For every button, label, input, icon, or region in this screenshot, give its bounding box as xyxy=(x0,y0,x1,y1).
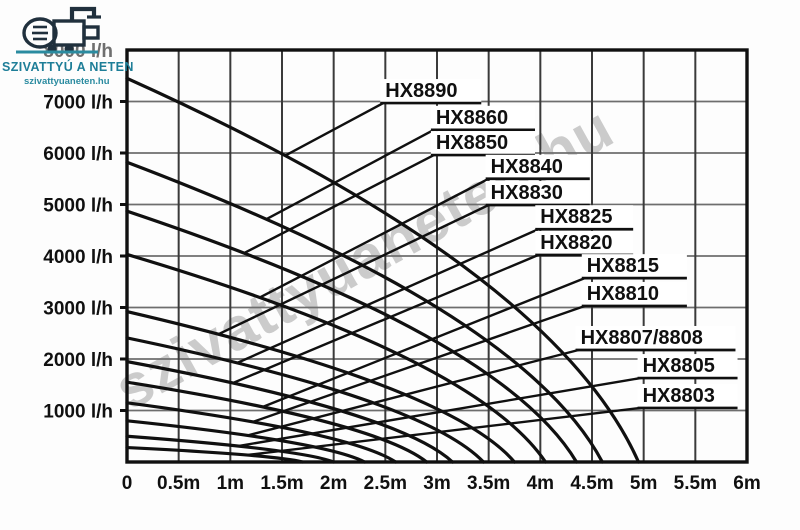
leader-HX8825 xyxy=(236,228,539,364)
label-bg-HX8805 xyxy=(637,354,738,378)
x-tick-label: 0 xyxy=(122,473,133,494)
x-tick-label: 5m xyxy=(630,473,657,494)
curve-HX8890 xyxy=(125,76,641,464)
x-tick-label: 3.5m xyxy=(467,473,510,494)
leader-HX8830 xyxy=(217,203,490,336)
x-tick-label: 2.5m xyxy=(364,473,407,494)
leader-HX8860 xyxy=(265,128,435,221)
x-tick-label: 2m xyxy=(320,473,347,494)
label-bg-HX8820 xyxy=(535,230,634,254)
curve-HX8820 xyxy=(125,359,455,464)
leader-HX8815 xyxy=(262,277,586,409)
pump-icon xyxy=(4,6,101,54)
curve-label-HX8890: HX8890 xyxy=(385,80,457,102)
x-tick-label: 4.5m xyxy=(570,473,613,494)
curve-label-HX8815: HX8815 xyxy=(587,255,659,277)
y-tick-label: 3000 l/h xyxy=(43,299,113,320)
x-tick-label: 6m xyxy=(733,473,760,494)
curve-HX88078808 xyxy=(125,419,367,464)
curve-label-HX88078808: HX8807/8808 xyxy=(581,327,703,349)
y-tick-label: 6000 l/h xyxy=(43,144,113,165)
x-tick-label: 1m xyxy=(217,473,244,494)
label-bg-HX8803 xyxy=(637,383,738,407)
curve-label-HX8820: HX8820 xyxy=(540,232,612,254)
curve-label-HX8830: HX8830 xyxy=(491,182,563,204)
label-bg-HX8810 xyxy=(581,281,687,305)
brand-name: SZIVATTYÚ A NETEN xyxy=(2,60,134,74)
curve-HX8840 xyxy=(125,252,548,464)
curve-label-HX8803: HX8803 xyxy=(643,385,715,407)
x-tick-label: 1.5m xyxy=(260,473,303,494)
x-tick-label: 3m xyxy=(423,473,450,494)
curve-HX8815 xyxy=(125,380,429,464)
label-bg-HX88078808 xyxy=(575,325,736,349)
label-bg-HX8890 xyxy=(380,79,482,103)
leader-HX8803 xyxy=(246,406,641,457)
leader-HX8810 xyxy=(252,304,586,423)
x-tick-label: 5.5m xyxy=(674,473,717,494)
curve-label-HX8840: HX8840 xyxy=(491,156,563,178)
label-bg-HX8815 xyxy=(581,254,687,278)
leader-HX8805 xyxy=(237,376,641,448)
curve-label-HX8850: HX8850 xyxy=(436,132,508,154)
curve-label-HX8860: HX8860 xyxy=(436,107,508,129)
curve-label-HX8825: HX8825 xyxy=(540,206,612,228)
y-tick-label: 2000 l/h xyxy=(43,350,113,371)
curve-HX8830 xyxy=(125,310,517,464)
leader-HX8890 xyxy=(284,101,384,157)
y-tick-label: 5000 l/h xyxy=(43,196,113,217)
y-tick-label: 4000 l/h xyxy=(43,247,113,268)
label-bg-HX8825 xyxy=(535,205,634,229)
label-bg-HX8830 xyxy=(485,181,590,205)
label-bg-HX8840 xyxy=(485,154,590,178)
curve-HX8810 xyxy=(125,401,398,464)
curve-HX8805 xyxy=(125,434,336,464)
brand-logo: SZIVATTYÚ A NETEN szivattyuaneten.hu xyxy=(2,4,152,87)
leader-HX8850 xyxy=(243,153,435,255)
pump-icon-wrap xyxy=(4,4,120,58)
brand-site-url: szivattyuaneten.hu xyxy=(24,76,110,87)
leader-HX88078808 xyxy=(247,348,579,437)
y-tick-label: 7000 l/h xyxy=(43,93,113,114)
curve-HX8860 xyxy=(125,160,604,464)
label-bg-HX8850 xyxy=(430,131,535,155)
x-tick-label: 4m xyxy=(527,473,554,494)
curve-HX8803 xyxy=(125,445,305,464)
x-tick-label: 0.5m xyxy=(157,473,200,494)
y-tick-label: 1000 l/h xyxy=(43,402,113,423)
curve-label-HX8810: HX8810 xyxy=(587,283,659,305)
leader-HX8840 xyxy=(259,177,490,299)
label-bg-HX8860 xyxy=(430,105,535,129)
curve-label-HX8805: HX8805 xyxy=(643,355,715,377)
leader-HX8820 xyxy=(232,253,539,385)
